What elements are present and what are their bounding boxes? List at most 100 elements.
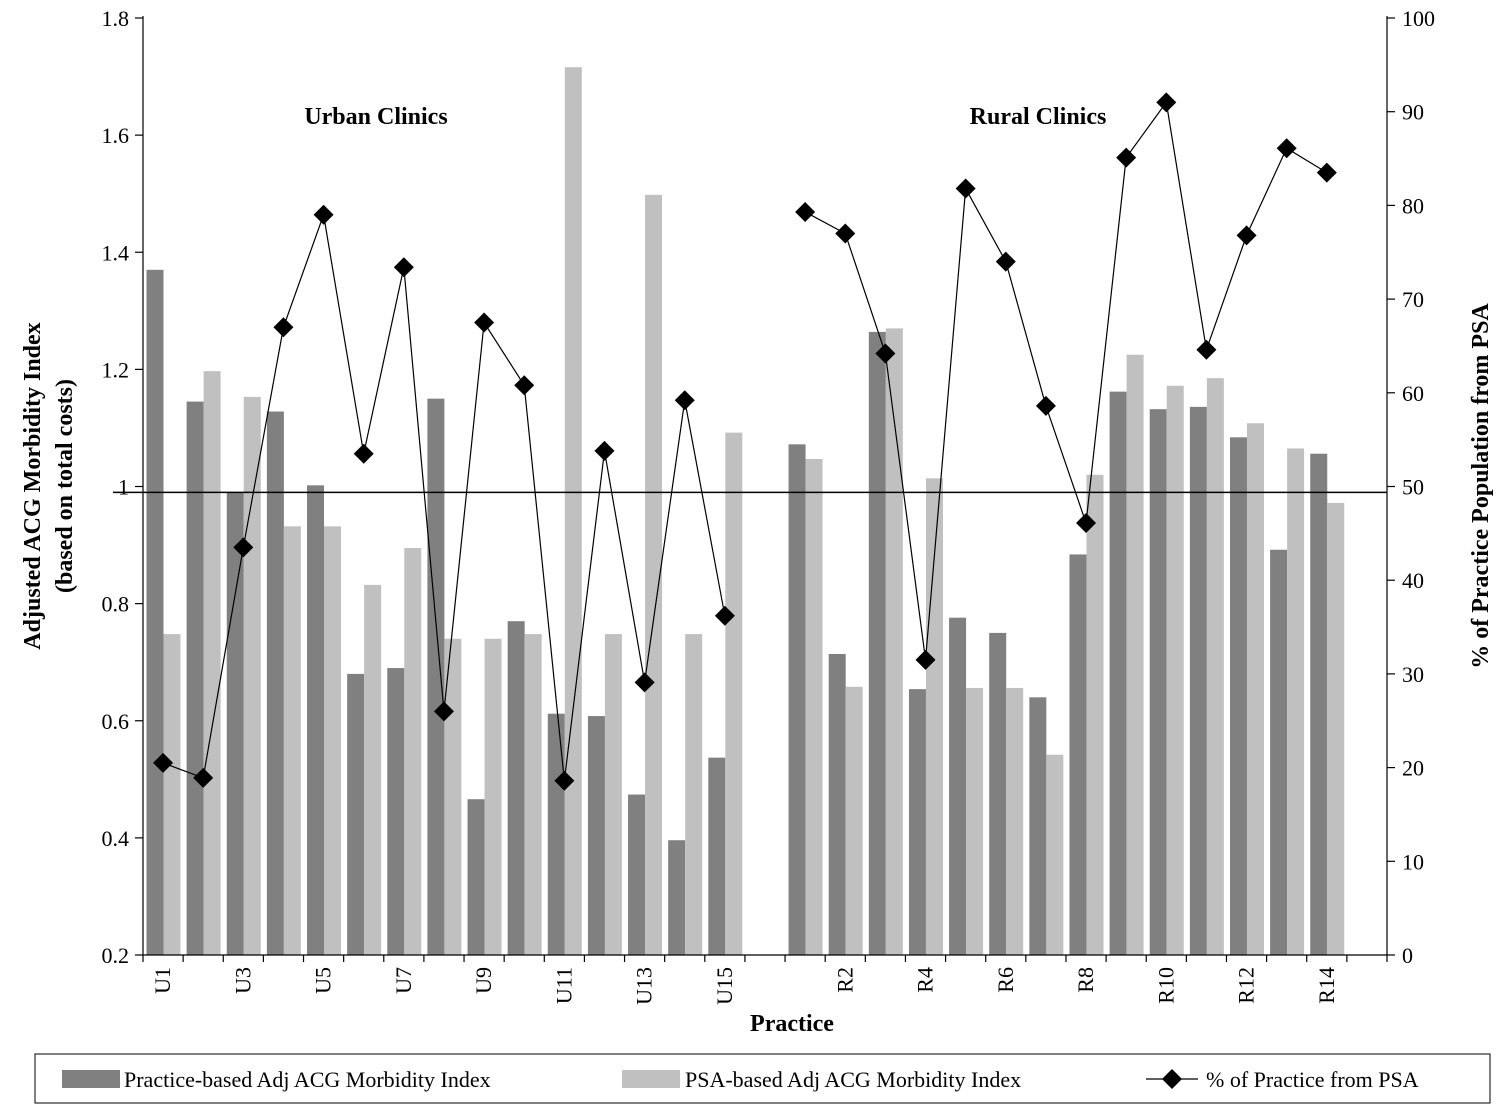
percent-marker-U15	[714, 605, 735, 626]
practice-bar-U10	[507, 621, 525, 955]
percent-marker-R2	[835, 223, 856, 244]
practice-bar-U1	[146, 269, 164, 956]
legend: Practice-based Adj ACG Morbidity Index P…	[34, 1053, 1491, 1104]
x-tick-label-R4: R4	[913, 967, 938, 993]
right-tick-label: 0	[1402, 943, 1413, 968]
percent-marker-R3	[875, 343, 896, 364]
percent-line-group	[153, 92, 1337, 791]
right-tick-label: 100	[1402, 6, 1435, 31]
percent-marker-R7	[1035, 395, 1056, 416]
practice-bar-R13	[1270, 549, 1288, 955]
x-tick-label-U1: U1	[150, 967, 175, 994]
practice-bar-U3	[226, 492, 244, 955]
practice-bar-R9	[1109, 391, 1127, 955]
x-axis-title: Practice	[750, 1011, 834, 1037]
x-tick-label-U3: U3	[230, 967, 255, 994]
practice-bar-R3	[868, 331, 886, 955]
left-axis-ticks: 1.8 1.6 1.4 1.2 1 0.8 0.6 0.4 0.2	[102, 6, 143, 968]
psa-bar-U12	[604, 634, 622, 955]
right-tick-label: 50	[1402, 475, 1424, 500]
left-tick-label: 0.6	[102, 709, 130, 734]
practice-bar-R8	[1069, 554, 1087, 955]
right-tick-label: 80	[1402, 193, 1424, 218]
x-tick-label-R10: R10	[1153, 967, 1178, 1004]
psa-bar-R12	[1246, 423, 1264, 955]
psa-bar-R2	[845, 686, 863, 955]
percent-marker-R12	[1236, 225, 1257, 246]
psa-bar-U2	[203, 371, 221, 956]
psa-bar-U7	[404, 547, 422, 955]
psa-bar-U11	[564, 67, 582, 955]
psa-bar-U10	[524, 634, 542, 955]
legend-label-percent: % of Practice from PSA	[1206, 1067, 1419, 1092]
percent-marker-R6	[995, 251, 1016, 272]
percent-marker-U5	[313, 204, 334, 225]
practice-bar-U4	[266, 411, 284, 955]
right-tick-label: 20	[1402, 756, 1424, 781]
x-tick-label-U13: U13	[632, 967, 657, 1005]
psa-bar-U5	[324, 526, 342, 955]
y-axis-subtitle: (based on total costs)	[52, 379, 78, 593]
percent-marker-U11	[554, 770, 575, 791]
practice-bar-U11	[547, 713, 565, 955]
percent-marker-U3	[233, 537, 254, 558]
practice-bar-U12	[587, 716, 605, 955]
practice-bar-R7	[1029, 697, 1047, 955]
x-tick-label-U7: U7	[391, 967, 416, 994]
percent-marker-U7	[393, 257, 414, 278]
practice-bar-R2	[828, 653, 846, 955]
psa-bar-R11	[1206, 378, 1224, 955]
practice-bar-R1	[788, 444, 806, 955]
x-tick-label-U15: U15	[712, 967, 737, 1005]
left-tick-label: 1.8	[102, 6, 130, 31]
legend-frame	[34, 1053, 1491, 1104]
percent-marker-R8	[1076, 513, 1097, 534]
practice-bar-R12	[1229, 437, 1247, 955]
percent-marker-U4	[273, 317, 294, 338]
practice-bar-U7	[387, 668, 405, 955]
axes	[142, 16, 1388, 956]
percent-marker-U10	[514, 375, 535, 396]
psa-bar-U1	[163, 634, 181, 955]
right-tick-label: 30	[1402, 662, 1424, 687]
practice-bar-U13	[628, 794, 646, 955]
legend-label-practice: Practice-based Adj ACG Morbidity Index	[124, 1067, 491, 1092]
psa-bar-R10	[1166, 385, 1184, 956]
practice-bar-R5	[949, 617, 967, 955]
psa-bar-U4	[283, 526, 301, 955]
percent-marker-U8	[433, 701, 454, 722]
practice-bar-U9	[467, 799, 485, 955]
percent-marker-R5	[955, 178, 976, 199]
practice-bar-U5	[307, 485, 325, 955]
psa-bar-U13	[645, 194, 663, 955]
left-tick-label: 0.2	[102, 943, 130, 968]
x-tick-label-R12: R12	[1234, 967, 1259, 1004]
practice-bar-R6	[989, 632, 1007, 955]
practice-bar-R10	[1149, 409, 1167, 955]
x-tick-label-R14: R14	[1314, 967, 1339, 1004]
psa-bar-R9	[1126, 354, 1144, 955]
psa-bar-R3	[885, 328, 903, 956]
x-tick-label-R2: R2	[832, 967, 857, 993]
percent-marker-R11	[1196, 339, 1217, 360]
left-tick-label: 0.4	[102, 826, 130, 851]
percent-marker-U14	[674, 390, 695, 411]
practice-bar-U2	[186, 401, 204, 956]
x-tick-label-U11: U11	[551, 967, 576, 1004]
psa-bar-U3	[243, 396, 261, 955]
psa-bar-U9	[484, 638, 502, 955]
practice-bar-U14	[668, 840, 686, 955]
right-tick-label: 90	[1402, 100, 1424, 125]
legend-label-psa: PSA-based Adj ACG Morbidity Index	[685, 1067, 1021, 1092]
left-tick-label: 1.2	[102, 357, 130, 382]
psa-bar-U14	[685, 634, 703, 955]
legend-diamond-marker	[1162, 1069, 1182, 1089]
percent-marker-R9	[1116, 147, 1137, 168]
practice-bar-R11	[1189, 406, 1207, 956]
psa-bar-R7	[1046, 754, 1064, 955]
psa-bar-R8	[1086, 474, 1104, 955]
practice-bar-U6	[347, 673, 365, 955]
percent-marker-R1	[795, 201, 816, 222]
right-tick-label: 40	[1402, 568, 1424, 593]
